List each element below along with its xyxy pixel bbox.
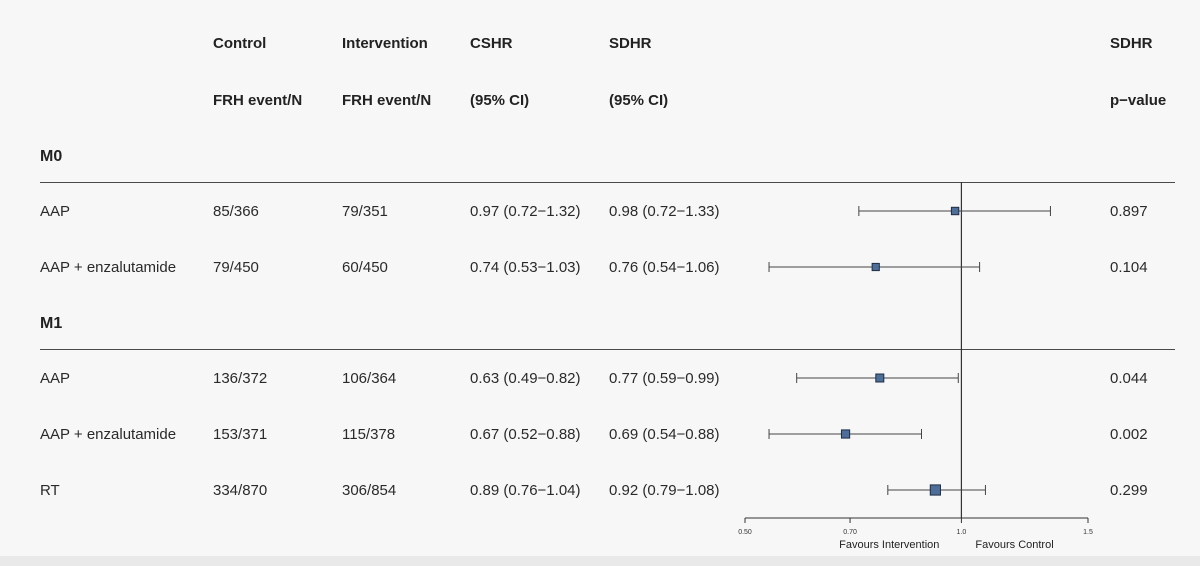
- bottom-strip: [0, 556, 1200, 566]
- estimate-marker: [871, 262, 880, 272]
- row-intervention: 79/351: [342, 203, 388, 220]
- row-name: AAP + enzalutamide: [40, 259, 177, 276]
- group-divider-m1: [40, 349, 1175, 350]
- row-name: AAP: [40, 203, 71, 220]
- group-label-m0: M0: [40, 148, 63, 165]
- x-tick-label: 1.5: [1083, 529, 1093, 536]
- row-name: AAP: [40, 370, 71, 387]
- header-intervention: Intervention: [342, 35, 428, 52]
- row-sdhr: 0.98 (0.72−1.33): [609, 203, 720, 220]
- row-pvalue: 0.299: [1110, 482, 1148, 499]
- row-control: 334/870: [213, 482, 268, 499]
- header-control-sub: FRH event/N: [213, 92, 303, 109]
- header-sdhr: SDHR: [609, 35, 652, 52]
- header-intervention-sub: FRH event/N: [342, 92, 432, 109]
- header-cshr-sub: (95% CI): [470, 92, 530, 109]
- row-cshr: 0.97 (0.72−1.32): [470, 203, 581, 220]
- row-sdhr: 0.92 (0.79−1.08): [609, 482, 720, 499]
- row-name: AAP + enzalutamide: [40, 426, 177, 443]
- row-control: 85/366: [213, 203, 259, 220]
- row-cshr: 0.67 (0.52−0.88): [470, 426, 581, 443]
- estimate-marker: [875, 373, 885, 383]
- row-pvalue: 0.002: [1110, 426, 1148, 443]
- row-sdhr: 0.76 (0.54−1.06): [609, 259, 720, 276]
- row-control: 79/450: [213, 259, 259, 276]
- row-cshr: 0.74 (0.53−1.03): [470, 259, 581, 276]
- favours-intervention-label: Favours Intervention: [839, 539, 939, 551]
- row-pvalue: 0.897: [1110, 203, 1148, 220]
- row-intervention: 306/854: [342, 482, 397, 499]
- row-cshr: 0.63 (0.49−0.82): [470, 370, 581, 387]
- estimate-marker: [840, 429, 851, 439]
- row-intervention: 106/364: [342, 370, 397, 387]
- header-pvalue: SDHR: [1110, 35, 1153, 52]
- x-tick-label: 0.70: [843, 529, 857, 536]
- row-name: RT: [40, 482, 60, 499]
- header-pvalue-sub: p−value: [1110, 92, 1167, 109]
- favours-control-label: Favours Control: [975, 539, 1053, 551]
- estimate-marker: [929, 484, 941, 496]
- row-intervention: 115/378: [342, 426, 396, 443]
- group-label-m1: M1: [40, 315, 63, 332]
- row-pvalue: 0.104: [1110, 259, 1148, 276]
- row-sdhr: 0.69 (0.54−0.88): [609, 426, 720, 443]
- header-cshr: CSHR: [470, 35, 513, 52]
- estimate-marker: [950, 206, 960, 216]
- row-control: 153/371: [213, 426, 268, 443]
- header-sdhr-sub: (95% CI): [609, 92, 669, 109]
- header-control: Control: [213, 35, 267, 52]
- x-tick-label: 1.0: [957, 529, 967, 536]
- group-divider-m0: [40, 182, 1175, 183]
- row-pvalue: 0.044: [1110, 370, 1148, 387]
- x-tick-label: 0.50: [738, 529, 752, 536]
- row-sdhr: 0.77 (0.59−0.99): [609, 370, 720, 387]
- row-cshr: 0.89 (0.76−1.04): [470, 482, 581, 499]
- row-intervention: 60/450: [342, 259, 388, 276]
- row-control: 136/372: [213, 370, 268, 387]
